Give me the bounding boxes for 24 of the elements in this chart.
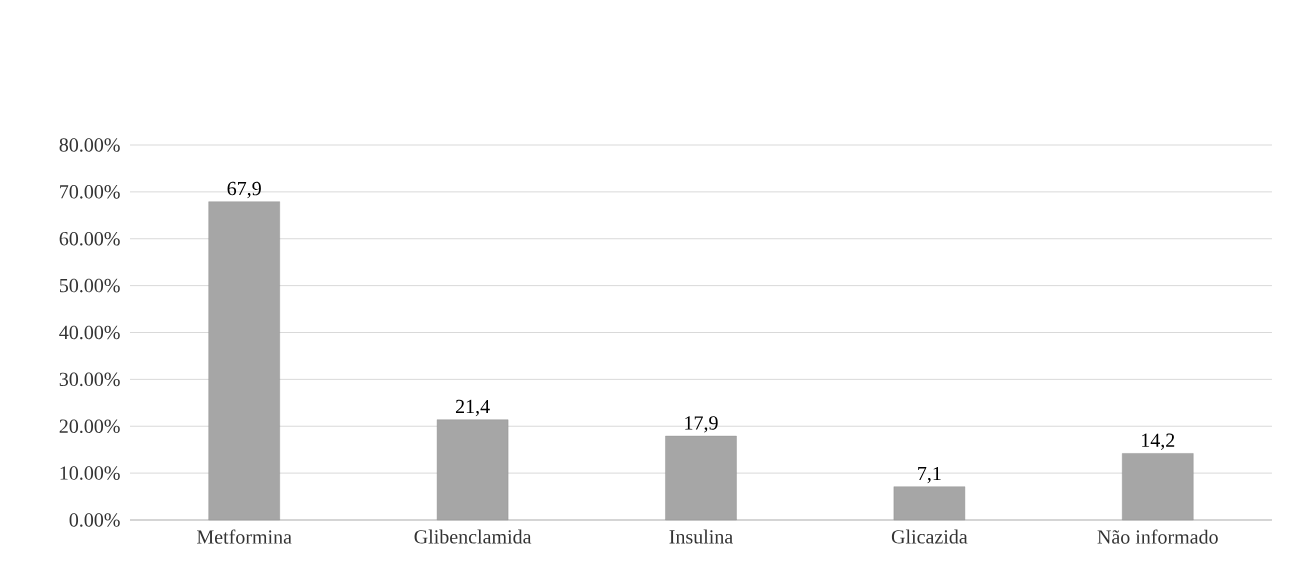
bar [1122, 453, 1194, 521]
y-tick-label: 40.00% [59, 325, 120, 340]
y-tick-label: 60.00% [59, 231, 120, 246]
x-tick-label: Glibenclamida [414, 529, 532, 544]
y-tick-label: 30.00% [59, 372, 120, 387]
y-tick-label: 20.00% [59, 419, 120, 434]
y-tick-label: 10.00% [60, 466, 120, 480]
bar [208, 201, 280, 521]
y-tick-label: 50.00% [59, 278, 120, 293]
bar [893, 486, 966, 521]
data-label: 17,9 [685, 416, 718, 433]
x-tick-label: Não informado [1097, 529, 1218, 544]
data-label: 21,4 [455, 399, 490, 417]
y-tick-label: 70.00% [60, 185, 120, 199]
bar [436, 419, 509, 521]
x-tick-label: Metformina [197, 529, 292, 544]
data-label: 7,1 [918, 466, 941, 484]
y-tick-label: 80.00% [59, 138, 120, 152]
data-label: 14,2 [1142, 433, 1175, 450]
y-tick-label: 0.00% [69, 513, 120, 527]
x-tick-label: Glicazida [891, 529, 968, 544]
x-tick-label: Insulina [669, 529, 733, 544]
bar [665, 435, 737, 521]
data-label: 67,9 [227, 181, 261, 199]
